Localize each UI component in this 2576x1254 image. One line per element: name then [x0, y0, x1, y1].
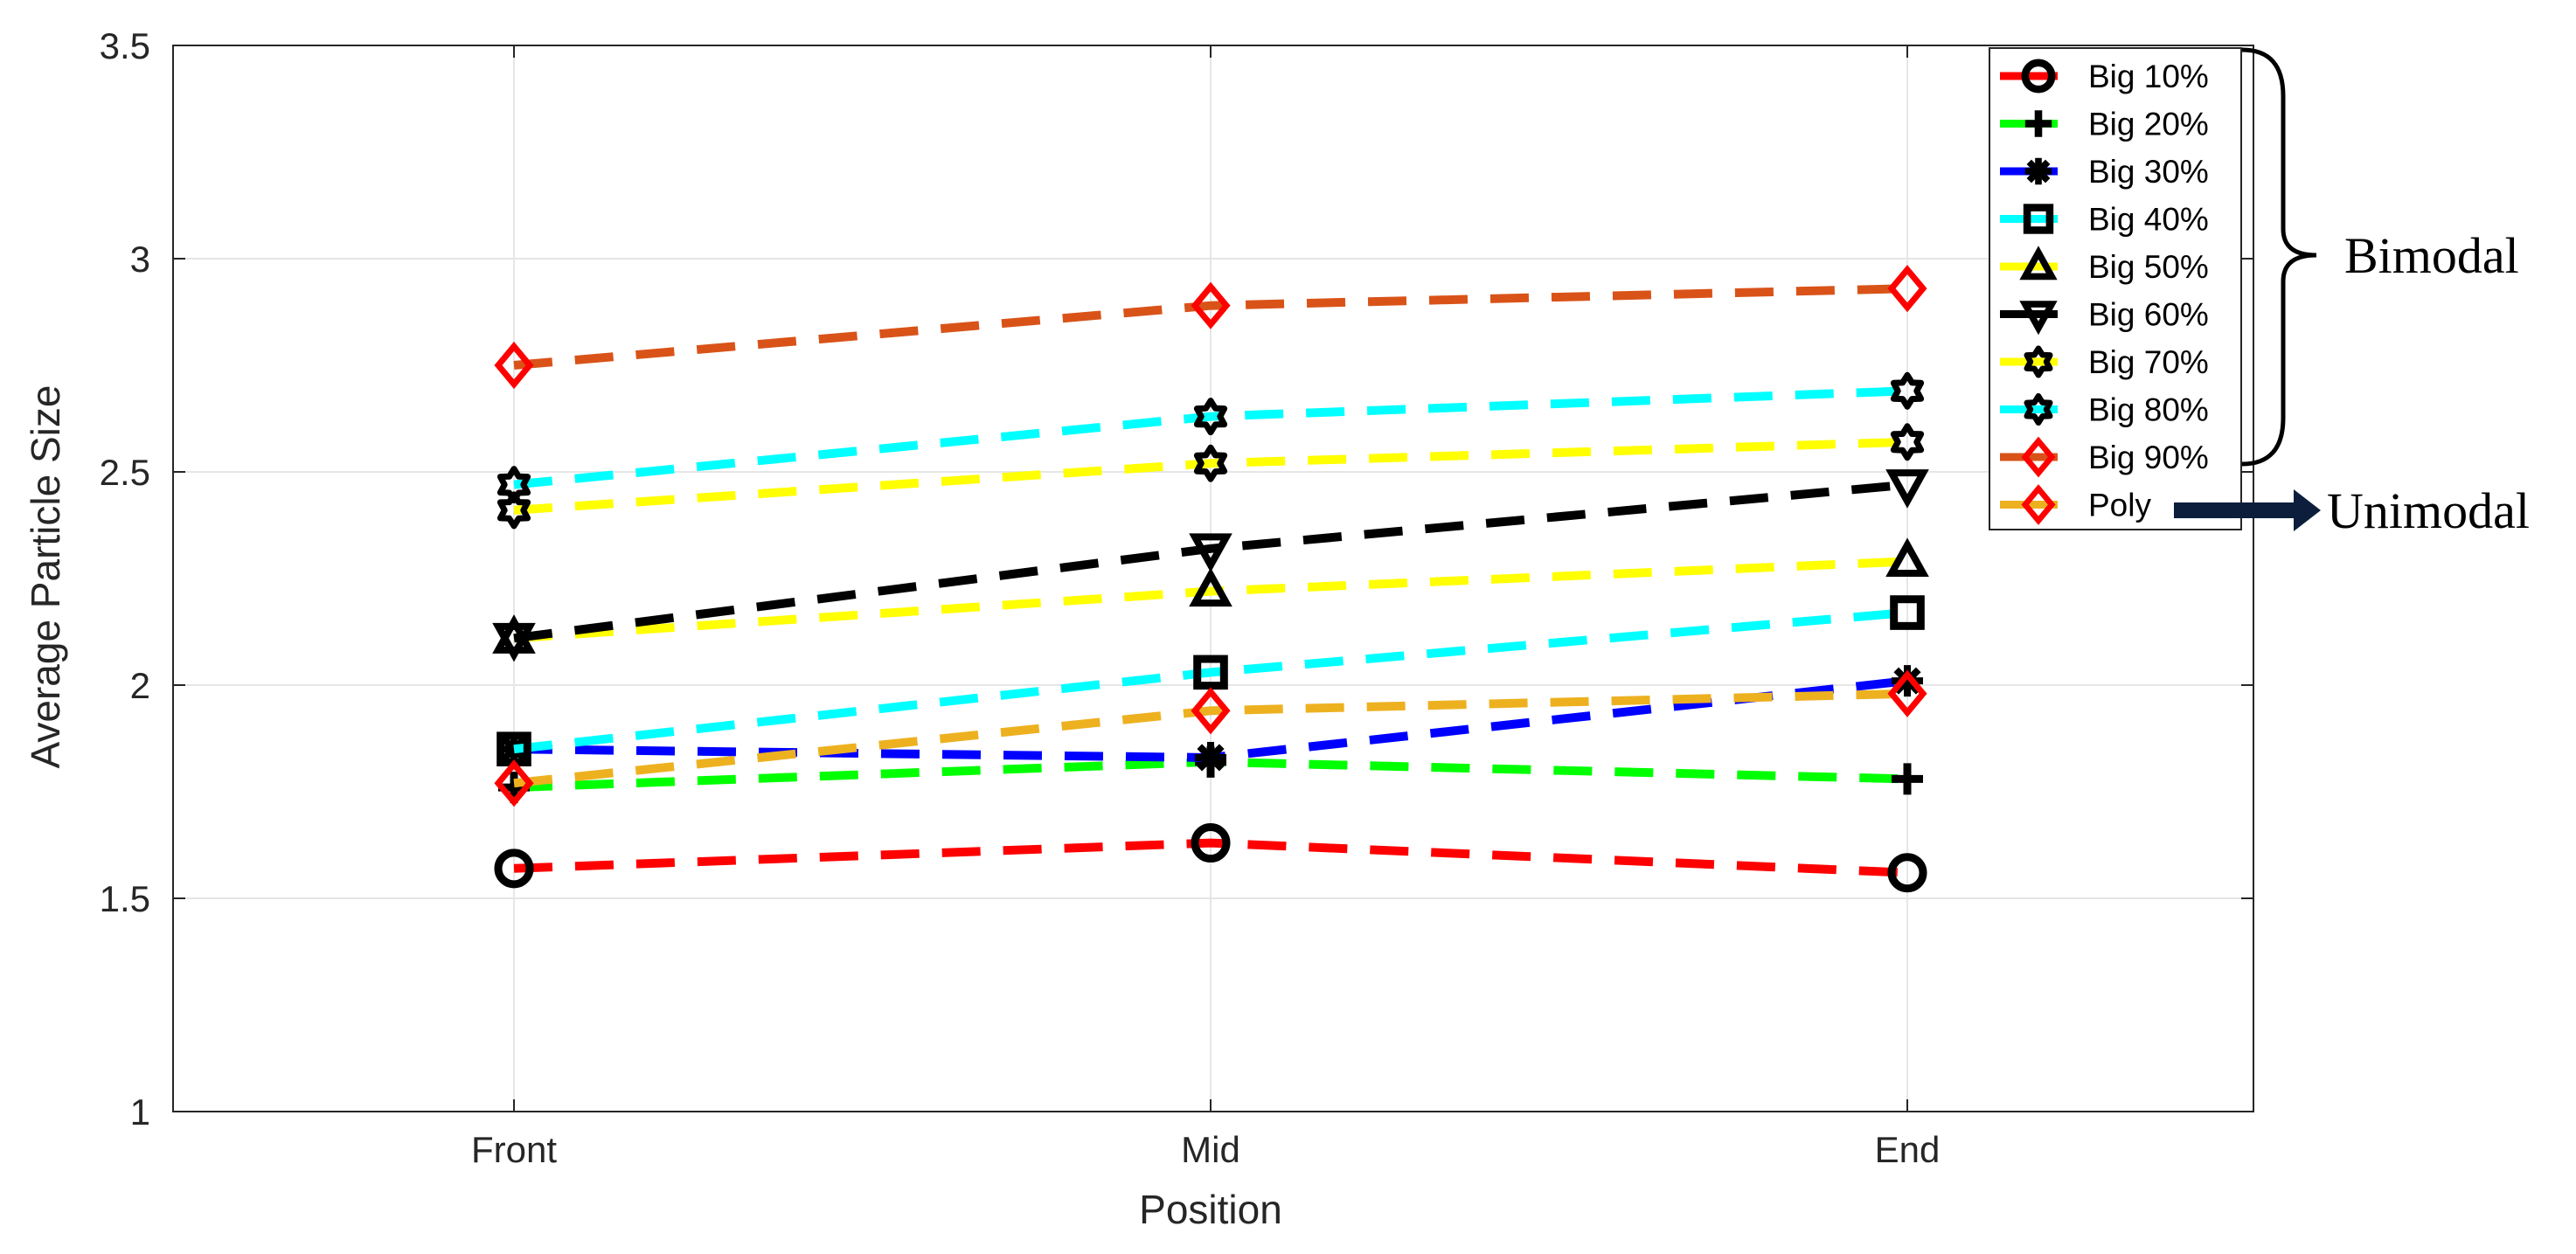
series-big-30 [498, 665, 1923, 773]
series-poly [494, 669, 1927, 807]
series-line [513, 386, 1908, 489]
legend-entry: Big 60% [2000, 297, 2209, 336]
data-point [496, 466, 531, 504]
data-point [1193, 444, 1228, 482]
legend-marker [2023, 204, 2054, 234]
data-point [1885, 537, 1929, 577]
bimodal-label: Bimodal [2344, 227, 2519, 284]
legend-entry: Big 70% [2000, 344, 2209, 380]
data-point [1195, 741, 1226, 773]
legend-entry: Big 30% [2000, 154, 2209, 190]
x-tick-label: Front [471, 1129, 557, 1170]
legend-entry: Big 50% [2000, 246, 2209, 285]
data-point [1193, 655, 1228, 690]
series-layer [492, 265, 1929, 893]
series-line [513, 480, 1908, 643]
legend-entry: Big 40% [2000, 202, 2209, 238]
legend-label: Big 60% [2088, 297, 2209, 333]
bimodal-brace [2241, 47, 2317, 467]
y-tick-label: 1 [130, 1091, 150, 1133]
data-point [496, 491, 531, 530]
data-point [1885, 469, 1929, 509]
axis-ticks: 1 1.5 2 2.5 3 3.5 Front Mid End [100, 25, 2253, 1170]
series-line [513, 284, 1908, 370]
data-point [1890, 595, 1925, 630]
x-tick-label: Mid [1181, 1129, 1240, 1170]
y-tick-label: 1.5 [100, 878, 150, 919]
legend-label: Big 30% [2088, 154, 2209, 190]
y-axis-label: Average Particle Size [23, 385, 68, 769]
legend-entry: Big 10% [2000, 59, 2209, 94]
legend-label: Big 40% [2088, 202, 2209, 238]
legend: Big 10% Big 20% Big 30% Big 40% Big 50% Big 6… [1989, 47, 2242, 530]
legend-entry: Big 80% [2000, 392, 2209, 428]
data-point [1193, 398, 1228, 436]
data-point [1191, 281, 1231, 329]
series-line [513, 557, 1908, 643]
data-point [494, 341, 534, 390]
legend-marker [2024, 392, 2053, 426]
legend-label: Big 20% [2088, 107, 2209, 142]
data-point [1892, 763, 1923, 795]
series-big-60 [492, 469, 1929, 662]
legend-label: Big 70% [2088, 344, 2209, 380]
legend-entry: Big 90% [2000, 436, 2209, 478]
y-tick-label: 2 [130, 665, 150, 706]
legend-label: Poly [2088, 488, 2151, 523]
plot-area-frame [172, 45, 2254, 1112]
data-point [1189, 533, 1232, 572]
series-big-10 [494, 823, 1927, 893]
series-line [513, 437, 1908, 515]
data-point [1191, 687, 1231, 735]
data-point [492, 622, 536, 662]
data-point [1887, 265, 1927, 313]
legend-marker [2024, 345, 2053, 378]
unimodal-arrow [2174, 489, 2321, 531]
data-point [1191, 823, 1231, 863]
series-line [513, 608, 1908, 754]
data-point [494, 759, 534, 807]
y-tick-label: 3.5 [100, 25, 150, 66]
data-point [1887, 853, 1927, 893]
legend-marker [2021, 436, 2056, 478]
data-point [494, 849, 534, 889]
legend-marker [2024, 110, 2052, 137]
series-big-70 [496, 423, 1925, 530]
legend-label: Big 90% [2088, 440, 2209, 475]
legend-marker [2021, 484, 2056, 525]
series-big-80 [496, 371, 1925, 504]
data-point [1887, 669, 1927, 717]
legend-marker [2024, 157, 2052, 185]
series-line [513, 689, 1908, 788]
legend-label: Big 50% [2088, 249, 2209, 285]
data-point [1890, 371, 1925, 410]
x-tick-label: End [1875, 1129, 1941, 1170]
y-tick-label: 3 [130, 239, 150, 280]
grouping-annotations: Bimodal Unimodal [2174, 47, 2530, 539]
data-point [1189, 567, 1232, 607]
legend-label: Big 80% [2088, 392, 2209, 428]
legend-entry: Big 20% [2000, 107, 2209, 142]
legend-marker [2019, 301, 2058, 336]
x-axis-label: Position [1139, 1187, 1282, 1232]
series-line [513, 838, 1908, 877]
legend-entry: Poly [2000, 484, 2151, 525]
legend-marker [2021, 59, 2056, 94]
unimodal-label: Unimodal [2327, 482, 2530, 539]
legend-label: Big 10% [2088, 59, 2209, 94]
y-tick-label: 2.5 [100, 452, 150, 493]
series-big-90 [494, 265, 1927, 390]
data-point [1890, 423, 1925, 461]
legend-marker [2019, 246, 2058, 281]
